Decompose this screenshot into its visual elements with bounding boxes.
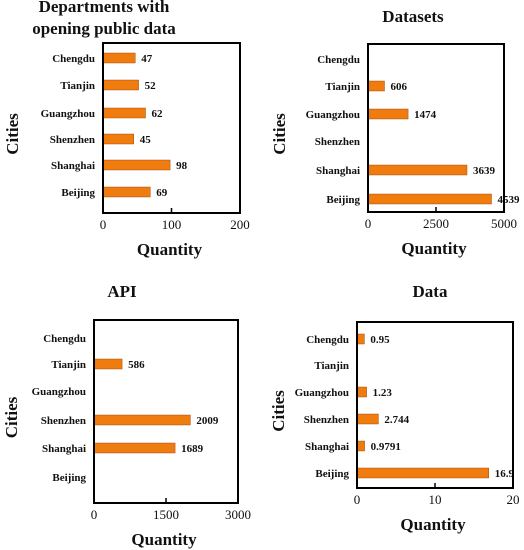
data-label: 4539 <box>498 194 521 206</box>
data-label: 1.23 <box>373 387 393 399</box>
chart-title: API <box>107 282 137 301</box>
data-label: 16.9 <box>495 468 515 480</box>
data-label: 45 <box>140 134 152 146</box>
category-label: Tianjin <box>325 81 360 93</box>
category-label: Guangzhou <box>306 109 360 121</box>
x-tick-label: 2500 <box>423 216 449 231</box>
category-label: Chengdu <box>43 333 86 345</box>
x-tick-label: 0 <box>91 507 98 522</box>
data-label: 98 <box>176 160 188 172</box>
y-axis-label: Cities <box>3 113 22 155</box>
data-label: 2.744 <box>384 414 409 426</box>
chart-panel-4: Data Chengdu 0.95 Tianjin Guangzhou 1.23 Shenz… <box>269 282 520 534</box>
data-label: 0.95 <box>370 334 390 346</box>
x-tick-label: 1500 <box>153 507 179 522</box>
x-tick-label: 3000 <box>225 507 251 522</box>
chart-title: Departments with opening public data <box>32 0 176 38</box>
category-label: Shanghai <box>316 165 360 177</box>
category-label: Shenzhen <box>304 414 349 426</box>
bar-chengdu <box>356 333 365 345</box>
x-tick-label: 0 <box>365 216 372 231</box>
bar-shenzhen <box>102 133 134 145</box>
x-tick-label: 0 <box>100 217 107 232</box>
data-label: 1474 <box>414 109 437 121</box>
data-label: 47 <box>141 53 153 65</box>
category-label: Shanghai <box>305 441 349 453</box>
bar-tianjin <box>367 80 385 92</box>
bar-guangzhou <box>367 108 409 120</box>
data-label: 606 <box>391 81 408 93</box>
chart-panel-2: Datasets Chengdu Tianjin 606 Guangzhou 1474 Sh… <box>270 7 520 258</box>
data-label: 3639 <box>473 165 496 177</box>
bar-shenzhen <box>93 414 191 426</box>
category-label: Beijing <box>326 194 360 206</box>
category-label: Shenzhen <box>41 415 86 427</box>
x-tick-label: 0 <box>354 492 361 507</box>
bar-shanghai <box>93 442 176 454</box>
category-label: Shanghai <box>42 443 86 455</box>
x-axis-label: Quantity <box>400 515 466 534</box>
data-label: 69 <box>156 187 168 199</box>
bar-shenzhen <box>356 413 379 425</box>
category-label: Guangzhou <box>41 108 95 120</box>
category-label: Chengdu <box>52 53 95 65</box>
category-label: Beijing <box>52 472 86 484</box>
category-label: Beijing <box>315 468 349 480</box>
y-axis-label: Cities <box>2 396 21 438</box>
x-tick-label: 100 <box>162 217 182 232</box>
bar-tianjin <box>93 358 123 370</box>
x-tick-label: 20 <box>507 492 520 507</box>
category-label: Shenzhen <box>50 134 95 146</box>
x-tick-label: 10 <box>429 492 442 507</box>
bar-guangzhou <box>102 107 146 119</box>
category-label: Shanghai <box>51 160 95 172</box>
category-label: Tianjin <box>51 359 86 371</box>
category-label: Tianjin <box>314 360 349 372</box>
y-axis-label: Cities <box>269 390 288 432</box>
chart-title: Datasets <box>382 7 444 26</box>
bar-chengdu <box>102 52 136 64</box>
bar-shanghai <box>356 440 365 452</box>
bar-shanghai <box>367 164 468 176</box>
category-label: Chengdu <box>306 334 349 346</box>
x-axis-label: Quantity <box>137 240 203 259</box>
data-label: 586 <box>128 359 145 371</box>
x-axis-label: Quantity <box>401 239 467 258</box>
plot-frame <box>356 321 514 489</box>
bar-beijing <box>102 186 151 198</box>
chart-title: Data <box>413 282 448 301</box>
bar-guangzhou <box>356 386 367 398</box>
category-label: Beijing <box>61 187 95 199</box>
chart-panel-1: Departments with opening public data Cheng… <box>3 0 250 259</box>
data-label: 52 <box>145 80 157 92</box>
chart-panel-3: API Chengdu Tianjin 586 Guangzhou Shenzhen 200… <box>2 282 251 549</box>
category-label: Guangzhou <box>295 387 349 399</box>
data-label: 2009 <box>196 415 219 427</box>
category-label: Chengdu <box>317 54 360 66</box>
data-label: 62 <box>152 108 164 120</box>
bar-tianjin <box>102 79 139 91</box>
plot-frame <box>93 319 239 504</box>
x-tick-label: 200 <box>230 217 250 232</box>
x-tick-label: 5000 <box>491 216 517 231</box>
data-label: 1689 <box>181 443 204 455</box>
y-axis-label: Cities <box>270 113 289 155</box>
category-label: Guangzhou <box>32 386 86 398</box>
bar-beijing <box>356 467 490 479</box>
category-label: Tianjin <box>60 80 95 92</box>
x-axis-label: Quantity <box>131 530 197 549</box>
category-label: Shenzhen <box>315 136 360 148</box>
bar-beijing <box>367 193 492 205</box>
data-label: 0.9791 <box>371 441 401 453</box>
plot-frame <box>367 43 505 213</box>
bar-shanghai <box>102 159 171 171</box>
